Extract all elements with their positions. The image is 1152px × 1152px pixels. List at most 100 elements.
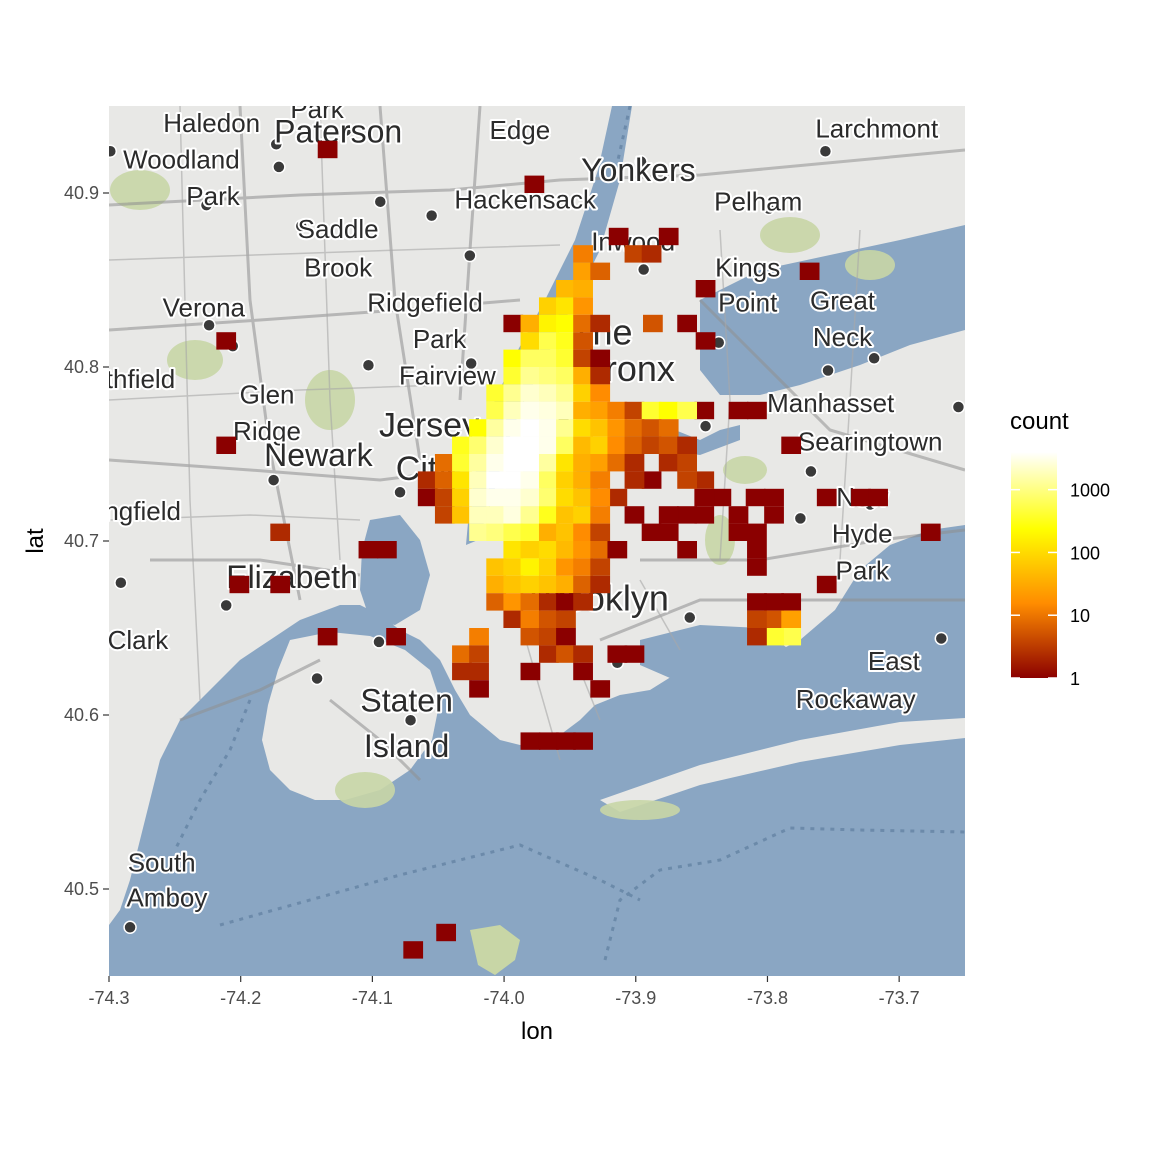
place-label: South	[128, 848, 196, 878]
heatmap-cell	[624, 401, 645, 420]
heatmap-cell	[658, 506, 679, 524]
place-label: Jersey	[379, 407, 479, 445]
place-label: Kings	[715, 253, 780, 283]
heatmap-cell	[538, 436, 559, 454]
legend-label: 1	[1070, 669, 1080, 689]
heatmap-cell	[520, 541, 541, 559]
heatmap-cell	[641, 471, 662, 489]
city-dot	[464, 356, 478, 371]
heatmap-cell	[695, 280, 716, 298]
heatmap-cell	[556, 471, 576, 489]
heatmap-cell	[641, 523, 662, 541]
place-label: Ridgefield	[367, 287, 483, 317]
heatmap-cell	[503, 454, 524, 472]
heatmap-cell	[556, 436, 576, 454]
heatmap-cell	[520, 419, 541, 437]
heatmap-cell	[590, 401, 611, 420]
heatmap-cell	[641, 245, 662, 263]
heatmap-cell	[747, 558, 767, 576]
heatmap-cell	[573, 384, 593, 402]
heatmap-cell	[677, 541, 698, 559]
place-label: Larchmont	[815, 113, 939, 143]
city-dot	[373, 194, 388, 209]
heatmap-cell	[608, 227, 629, 246]
place-label: Clark	[108, 625, 170, 655]
heatmap-cell	[643, 314, 663, 333]
heatmap-cell	[556, 610, 576, 628]
heatmap-cell	[538, 506, 559, 524]
heatmap-cell	[520, 314, 541, 333]
heatmap-cell	[486, 454, 507, 472]
heatmap-cell	[573, 662, 593, 681]
y-tick-label: 40.7	[64, 531, 99, 551]
place-label: Amboy	[126, 882, 207, 912]
city-dot	[339, 123, 353, 138]
city-dots	[109, 123, 965, 935]
heatmap-cell	[764, 488, 784, 507]
heatmap-cell	[677, 454, 698, 472]
place-label: Island	[364, 728, 449, 764]
city-dot	[634, 154, 648, 169]
heatmap-cell	[573, 367, 593, 385]
heatmap-cell	[486, 419, 507, 437]
heatmap-cell	[556, 349, 576, 367]
place-label: Brook	[304, 253, 373, 283]
heatmap-cell	[747, 593, 767, 611]
place-label: Park	[290, 94, 344, 124]
heatmap-cell	[520, 454, 541, 472]
place-label: Great	[810, 286, 876, 316]
heatmap-cell	[503, 401, 524, 420]
heatmap-cell	[590, 575, 611, 594]
heatmap-cell	[590, 523, 611, 541]
heatmap-cell	[590, 367, 611, 385]
heatmap-cell	[503, 384, 524, 402]
heatmap-cell	[573, 436, 593, 454]
heatmap-cell	[520, 367, 541, 385]
city-dot	[361, 358, 376, 373]
heatmap-cell	[469, 680, 489, 698]
heatmap-cell	[556, 367, 576, 385]
city-dot	[821, 363, 835, 378]
heatmap-cell	[573, 732, 593, 750]
heatmap-cell	[556, 541, 576, 559]
place-label: Pelham	[714, 186, 802, 216]
heatmap-cell	[469, 628, 489, 646]
heatmap-cell	[677, 314, 698, 333]
heatmap-cell	[573, 488, 593, 507]
heatmap-cell	[573, 245, 593, 263]
heatmap-cell	[868, 488, 888, 507]
heatmap-cell	[556, 593, 576, 611]
heatmap-cell	[503, 593, 524, 611]
heatmap-cell	[469, 488, 489, 507]
heatmap-cell	[486, 436, 507, 454]
legend-label: 1000	[1070, 481, 1110, 501]
heatmap-cell	[452, 436, 472, 454]
heatmap-cell	[520, 488, 541, 507]
heatmap-cell	[469, 506, 489, 524]
heatmap-cell	[590, 488, 611, 507]
heatmap-cell	[417, 471, 438, 489]
heatmap-cell	[747, 628, 767, 646]
heatmap-cell	[229, 575, 250, 594]
heatmap-cell	[538, 523, 559, 541]
heatmap-cell	[538, 471, 559, 489]
heatmap-cell	[556, 332, 576, 350]
city-dot	[683, 610, 697, 625]
y-tick-label: 40.6	[64, 705, 99, 725]
city-dot	[424, 208, 439, 223]
place-label: East	[868, 646, 921, 676]
y-tick-label: 40.8	[64, 357, 99, 377]
heatmap-cell	[590, 471, 611, 489]
heatmap-cell	[503, 314, 524, 333]
x-axis: -74.3 -74.2 -74.1 -74.0 -73.9 -73.8 -73.7	[88, 976, 920, 1008]
heatmap-cell	[573, 332, 593, 350]
heatmap-cell	[590, 349, 611, 367]
heatmap-cell	[436, 923, 457, 942]
heatmap-cell	[694, 506, 715, 524]
city-dot	[804, 464, 818, 479]
city-dot	[202, 318, 216, 332]
heatmap-cell	[556, 488, 576, 507]
city-dot	[818, 144, 833, 158]
y-tick-label: 40.9	[64, 183, 99, 203]
